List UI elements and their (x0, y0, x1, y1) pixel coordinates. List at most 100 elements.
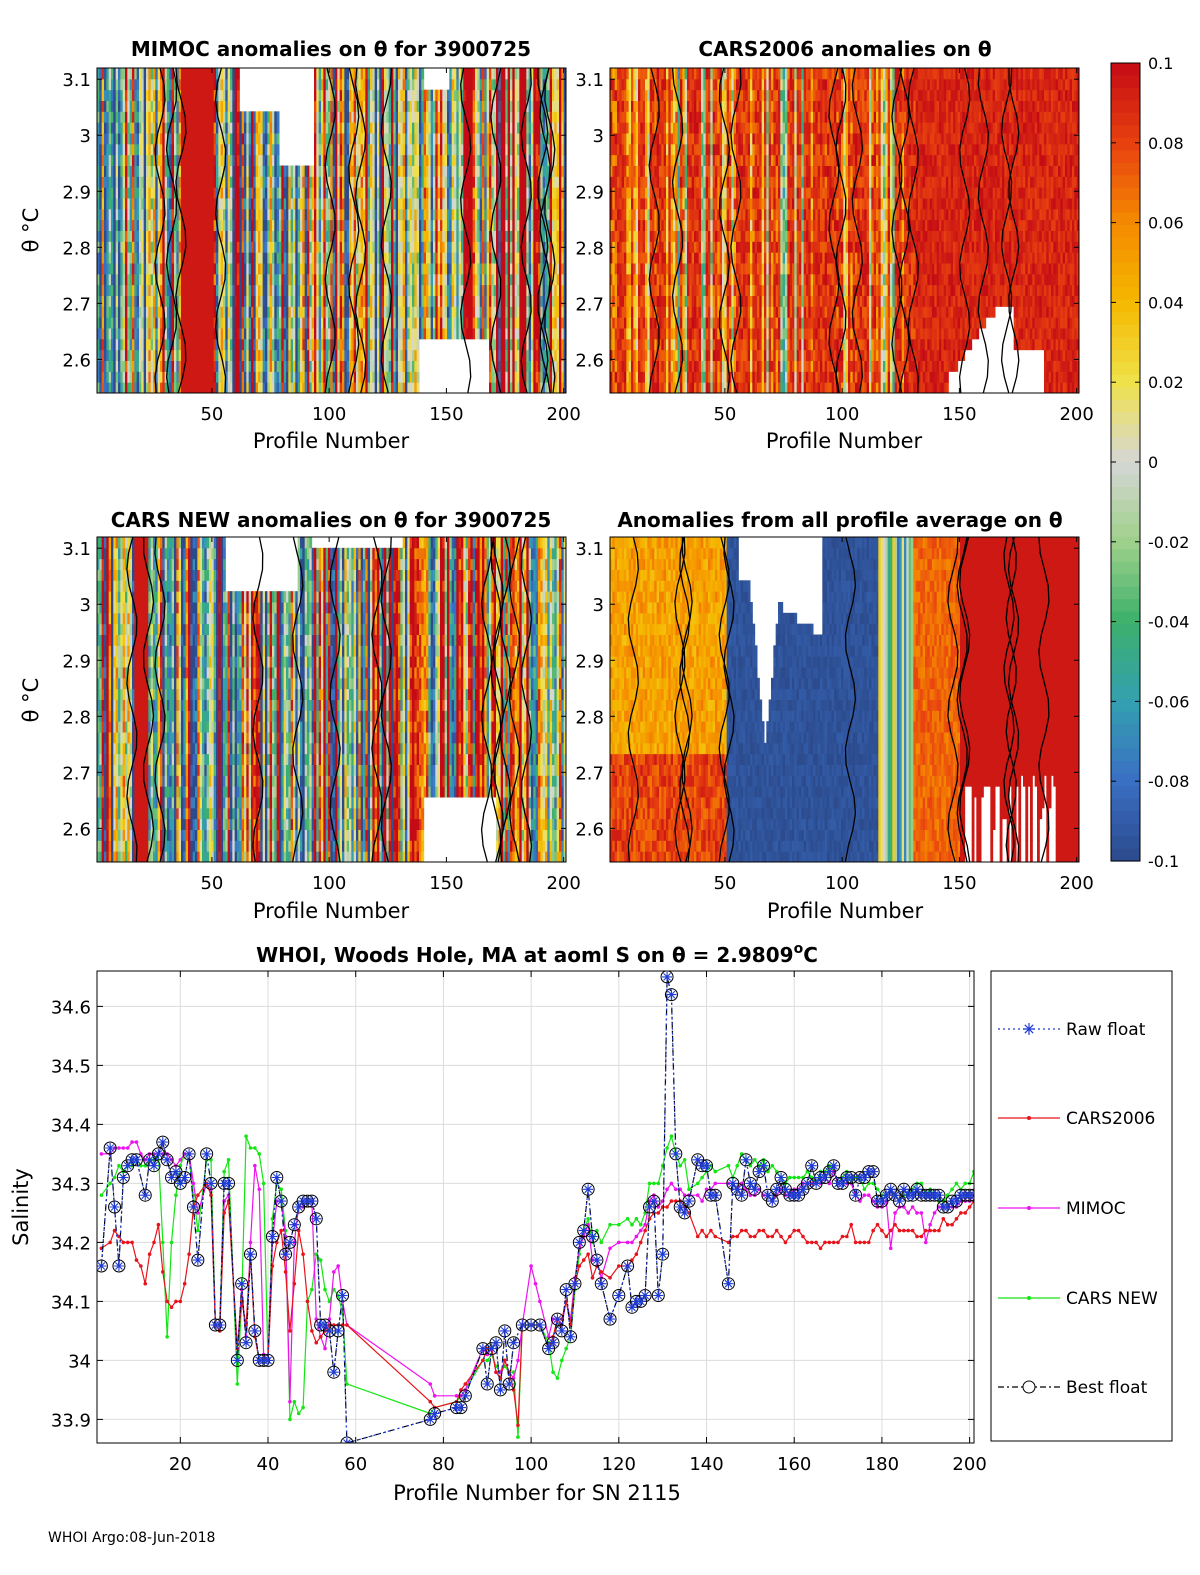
heatmap-cell (363, 198, 366, 210)
heatmap-cell (449, 263, 453, 275)
heatmap-cell (360, 317, 364, 329)
heatmap-cell (416, 165, 420, 177)
heatmap-cell (195, 165, 198, 177)
heatmap-cell (230, 349, 233, 361)
heatmap-cell (239, 219, 243, 231)
heatmap-cell (223, 133, 226, 145)
heatmap-cell (491, 89, 495, 101)
heatmap-cell (104, 198, 107, 210)
heatmap-cell (370, 187, 373, 199)
heatmap-cell (472, 143, 476, 156)
heatmap-cell (337, 154, 341, 166)
heatmap-cell (451, 306, 455, 318)
heatmap-cell (204, 371, 208, 383)
heatmap-cell (197, 111, 201, 123)
heatmap-cell (197, 122, 201, 134)
heatmap-cell (407, 154, 411, 166)
heatmap-cell (288, 198, 292, 210)
heatmap-cell (486, 317, 490, 329)
heatmap-cell (318, 187, 322, 199)
heatmap-cell (265, 230, 268, 242)
heatmap-cell (342, 241, 345, 253)
heatmap-cell (400, 360, 404, 372)
heatmap-cell (153, 306, 156, 318)
heatmap-cell (400, 89, 404, 101)
heatmap-cell (157, 111, 161, 123)
heatmap-cell (505, 349, 509, 361)
heatmap-cell (290, 273, 294, 286)
heatmap-cell (157, 165, 161, 177)
heatmap-cell (346, 111, 350, 123)
heatmap-cell (127, 263, 131, 275)
heatmap-cell (237, 263, 240, 275)
heatmap-cell (227, 230, 231, 242)
heatmap-cell (479, 219, 483, 231)
heatmap-cell (360, 328, 364, 340)
heatmap-cell (209, 295, 212, 307)
heatmap-cell (251, 252, 254, 264)
heatmap-cell (272, 154, 275, 166)
heatmap-cell (118, 78, 121, 91)
heatmap-cell (192, 208, 196, 221)
heatmap-cell (164, 100, 168, 112)
heatmap-cell (265, 122, 268, 134)
heatmap-cell (360, 187, 364, 199)
heatmap-cell (220, 100, 224, 112)
heatmap-cell (216, 230, 219, 242)
heatmap-cell (225, 338, 229, 351)
heatmap-cell (318, 252, 322, 264)
heatmap-cell (204, 273, 208, 286)
heatmap-cell (136, 187, 140, 199)
heatmap-cell (440, 154, 443, 166)
heatmap-cell (169, 187, 173, 199)
heatmap-cell (391, 273, 394, 286)
heatmap-cell (409, 338, 413, 351)
heatmap-cell (136, 165, 140, 177)
heatmap-cell (164, 252, 168, 264)
heatmap-cell (321, 208, 324, 221)
heatmap-cell (195, 241, 198, 253)
heatmap-cell (197, 252, 201, 264)
heatmap-cell (409, 284, 413, 296)
heatmap-cell (230, 252, 233, 264)
heatmap-cell (213, 252, 217, 264)
heatmap-cell (412, 165, 415, 177)
heatmap-cell (230, 187, 233, 199)
heatmap-cell (358, 230, 362, 242)
heatmap-cell (113, 349, 117, 361)
heatmap-cell (150, 208, 154, 221)
heatmap-cell (407, 165, 411, 177)
heatmap-cell (484, 198, 488, 210)
heatmap-cell (104, 89, 107, 101)
heatmap-cell (505, 360, 509, 372)
heatmap-cell (272, 122, 275, 134)
heatmap-cell (491, 360, 495, 372)
heatmap-cell (227, 143, 231, 156)
heatmap-cell (503, 317, 506, 329)
heatmap-cell (482, 317, 485, 329)
heatmap-cell (461, 208, 464, 221)
heatmap-cell (358, 198, 362, 210)
heatmap-cell (491, 252, 495, 264)
heatmap-cell (482, 89, 485, 101)
heatmap-cell (461, 154, 464, 166)
heatmap-cell (419, 273, 422, 286)
heatmap-cell (442, 143, 446, 156)
heatmap-cell (442, 122, 446, 134)
heatmap-cell (510, 154, 513, 166)
heatmap-cell (199, 89, 203, 101)
heatmap-cell (363, 284, 366, 296)
heatmap-cell (409, 382, 413, 393)
heatmap-cell (398, 284, 401, 296)
heatmap-cell (349, 273, 352, 286)
heatmap-cell (442, 219, 446, 231)
heatmap-cell (297, 382, 301, 393)
heatmap-cell (146, 176, 149, 188)
heatmap-cell (197, 328, 201, 340)
heatmap-cell (435, 143, 439, 156)
heatmap-cell (237, 176, 240, 188)
heatmap-cell (468, 78, 471, 91)
heatmap-cell (276, 154, 280, 166)
heatmap-cell (164, 273, 168, 286)
heatmap-cell (461, 263, 464, 275)
